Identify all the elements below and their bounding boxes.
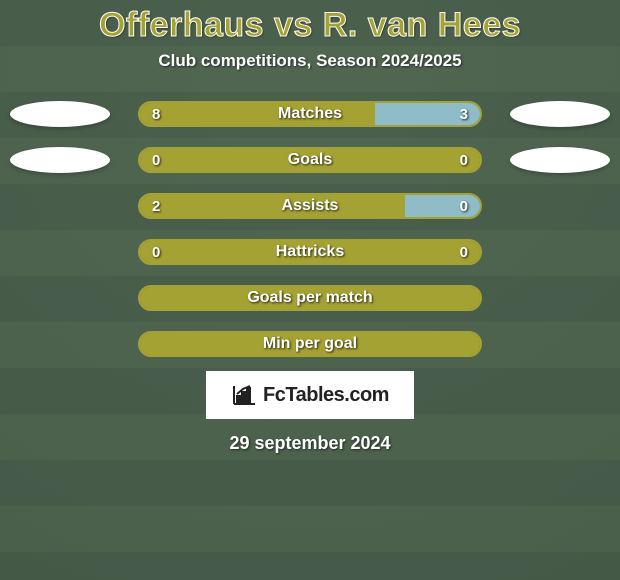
- stat-bar-left-fill: [140, 149, 480, 171]
- player-avatar-right: [510, 101, 610, 127]
- stat-row: Matches83: [0, 101, 620, 127]
- logo-text: FcTables.com: [263, 384, 389, 407]
- stat-row: Hattricks00: [0, 239, 620, 265]
- stat-bar-left-fill: [140, 241, 480, 263]
- stat-bar-left-fill: [140, 195, 405, 217]
- date-text: 29 september 2024: [229, 433, 390, 454]
- stat-bar-right-fill: [405, 195, 480, 217]
- stat-row: Goals per match: [0, 285, 620, 311]
- stat-bar-left-fill: [140, 287, 480, 309]
- stat-bar-track: Goals per match: [138, 285, 482, 311]
- player-avatar-left: [10, 101, 110, 127]
- logo-chart-icon: [231, 384, 257, 406]
- stat-bar-left-fill: [140, 333, 480, 355]
- stat-bar-left-fill: [140, 103, 375, 125]
- player-avatar-right: [510, 147, 610, 173]
- stat-row: Min per goal: [0, 331, 620, 357]
- stat-bar-track: Min per goal: [138, 331, 482, 357]
- stat-bar-right-fill: [375, 103, 480, 125]
- stat-bar-track: Goals00: [138, 147, 482, 173]
- stat-bar-track: Assists20: [138, 193, 482, 219]
- site-logo: FcTables.com: [206, 371, 414, 419]
- stat-row: Goals00: [0, 147, 620, 173]
- stat-rows-container: Matches83 Goals00 Assists20 Hattricks00 Goal…: [0, 101, 620, 357]
- stat-bar-track: Matches83: [138, 101, 482, 127]
- comparison-title: Offerhaus vs R. van Hees: [99, 6, 521, 45]
- player-avatar-left: [10, 147, 110, 173]
- comparison-subtitle: Club competitions, Season 2024/2025: [158, 51, 461, 71]
- stat-bar-track: Hattricks00: [138, 239, 482, 265]
- stat-row: Assists20: [0, 193, 620, 219]
